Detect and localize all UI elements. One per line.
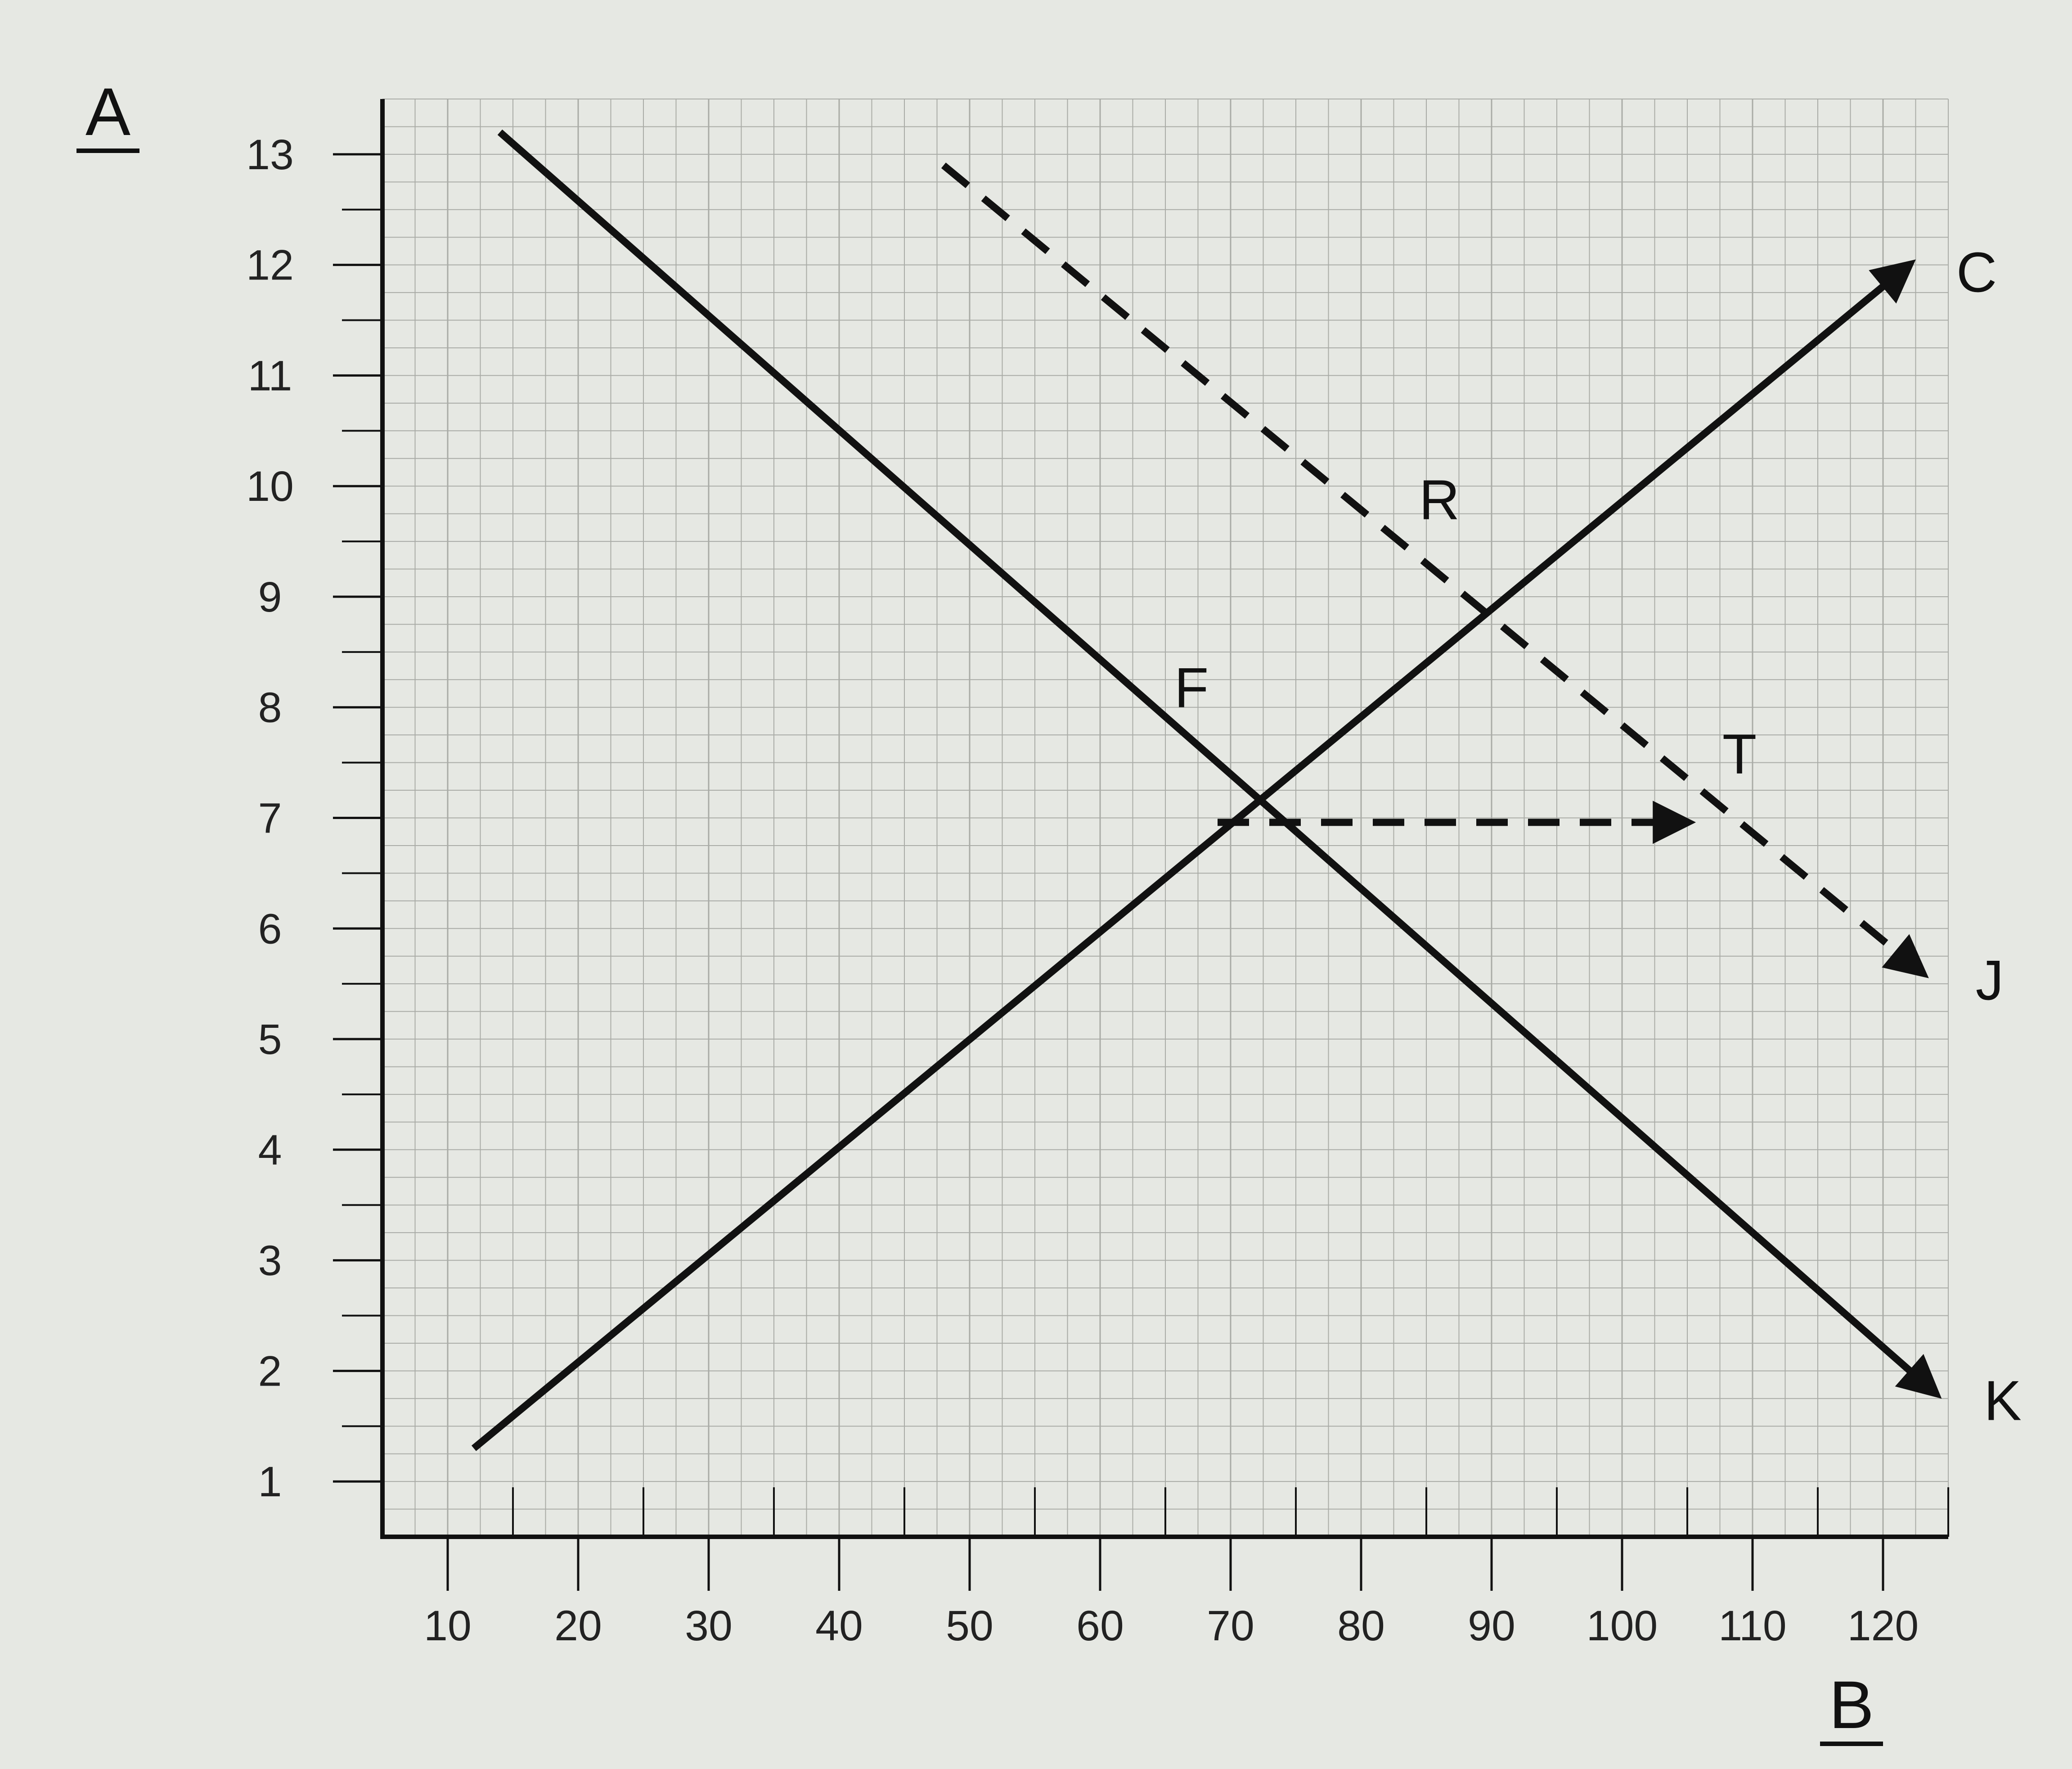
x-tick-label: 20 xyxy=(554,1602,602,1650)
y-tick-label: 5 xyxy=(258,1016,282,1063)
y-tick-label: 11 xyxy=(248,352,292,400)
y-tick-label: 8 xyxy=(258,684,282,732)
series-label-k: K xyxy=(1984,1370,2021,1432)
y-tick-label: 2 xyxy=(258,1347,282,1395)
x-tick-label: 40 xyxy=(815,1602,863,1650)
labels: R F T xyxy=(1174,469,1757,786)
y-tick-label: 3 xyxy=(258,1237,282,1285)
series-label-c: C xyxy=(1956,242,1997,304)
x-tick-label: 30 xyxy=(685,1602,733,1650)
series-line-j xyxy=(941,162,1929,978)
point-label-t: T xyxy=(1722,723,1757,786)
y-tick-label: 10 xyxy=(246,463,294,510)
x-tick-label: 70 xyxy=(1207,1602,1254,1650)
y-tick-label: 12 xyxy=(246,242,294,289)
x-tick-label: 100 xyxy=(1587,1602,1658,1650)
x-tick-label: 120 xyxy=(1847,1602,1919,1650)
y-tick-label: 13 xyxy=(246,131,294,179)
x-tick-label: 80 xyxy=(1337,1602,1385,1650)
y-tick-label: 6 xyxy=(258,905,282,953)
x-tick-label: 110 xyxy=(1718,1602,1786,1650)
point-label-f: F xyxy=(1174,657,1209,720)
y-tick-label: 9 xyxy=(258,573,282,621)
y-tick-label: 1 xyxy=(258,1458,282,1506)
y-tick-label: 7 xyxy=(258,795,282,842)
y-tick-label: 4 xyxy=(258,1126,282,1174)
x-tick-label: 50 xyxy=(946,1602,993,1650)
x-tick-label: 90 xyxy=(1468,1602,1515,1650)
series-line-c xyxy=(471,259,1916,1451)
grid xyxy=(382,99,1949,1537)
x-tick-label: 10 xyxy=(424,1602,472,1650)
point-label-r: R xyxy=(1419,469,1460,531)
y-axis-title: A xyxy=(85,74,130,149)
x-axis-title: B xyxy=(1829,1667,1874,1742)
series-line-k xyxy=(497,129,1942,1399)
x-tick-label: 60 xyxy=(1076,1602,1124,1650)
series: C K J xyxy=(471,129,2022,1451)
series-label-j: J xyxy=(1976,950,2004,1012)
